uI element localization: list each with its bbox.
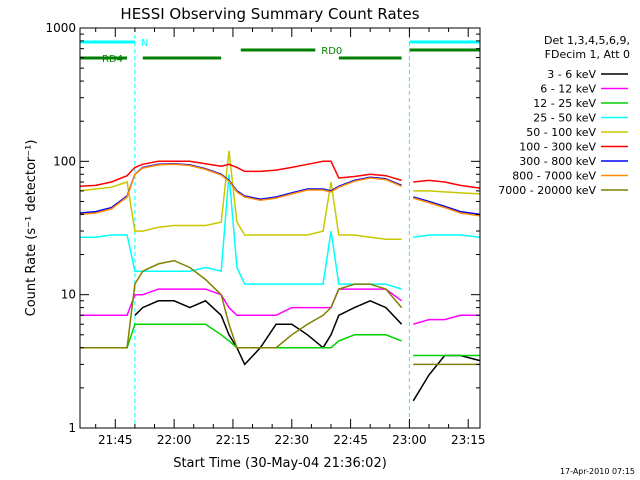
legend-label: 7000 - 20000 keV	[498, 184, 596, 197]
legend-label: 25 - 50 keV	[533, 112, 596, 125]
legend-label: 50 - 100 keV	[526, 126, 596, 139]
flag-label: RD0	[321, 46, 342, 57]
legend-label: 12 - 25 keV	[533, 97, 596, 110]
legend-label: 3 - 6 keV	[547, 68, 596, 81]
y-tick-label: 100	[53, 154, 76, 168]
flag-label: N	[141, 38, 148, 49]
x-tick-label: 22:00	[157, 433, 192, 447]
x-tick-label: 23:00	[392, 433, 427, 447]
y-tick-label: 10	[61, 288, 76, 302]
x-tick-label: 22:30	[274, 433, 309, 447]
series-layer	[79, 150, 481, 402]
legend-label: 100 - 300 keV	[519, 141, 596, 154]
axes-layer: 21:45 22:00 22:15 22:30 22:45 23:00 23:15 1 10 10…	[45, 21, 485, 447]
series-line	[79, 163, 481, 217]
y-axis-label: Count Rate (s⁻¹ detector⁻¹)	[24, 140, 39, 317]
plot-frame	[79, 27, 481, 429]
x-tick-label: 22:45	[333, 433, 368, 447]
legend-header-line-1: Det 1,3,4,5,6,9,	[544, 34, 630, 47]
chart-title: HESSI Observing Summary Count Rates	[120, 5, 419, 23]
x-axis-label: Start Time (30-May-04 21:36:02)	[173, 456, 387, 471]
legend-label: 6 - 12 keV	[540, 83, 596, 96]
series-line	[79, 160, 481, 189]
flag-label: RD4	[102, 54, 123, 65]
legend-header-line-2: FDecim 1, Att 0	[545, 48, 630, 61]
series-line	[79, 162, 481, 216]
series-line	[79, 150, 481, 241]
x-tick-label: 21:45	[98, 433, 133, 447]
footer-timestamp: 17-Apr-2010 07:15	[560, 467, 635, 476]
flags-layer: N RD0 RD4	[80, 28, 480, 428]
series-line	[80, 259, 480, 366]
series-line	[80, 323, 480, 357]
legend: Det 1,3,4,5,6,9, FDecim 1, Att 0 3 - 6 k…	[498, 34, 630, 197]
x-tick-label: 23:15	[451, 433, 486, 447]
y-tick-label: 1000	[45, 21, 76, 35]
series-line	[134, 299, 481, 402]
series-line	[80, 174, 481, 290]
legend-label: 800 - 7000 keV	[512, 170, 596, 183]
x-tick-label: 22:15	[216, 433, 251, 447]
y-tick-label: 1	[68, 421, 76, 435]
series-line	[80, 288, 480, 325]
legend-label: 300 - 800 keV	[519, 155, 596, 168]
